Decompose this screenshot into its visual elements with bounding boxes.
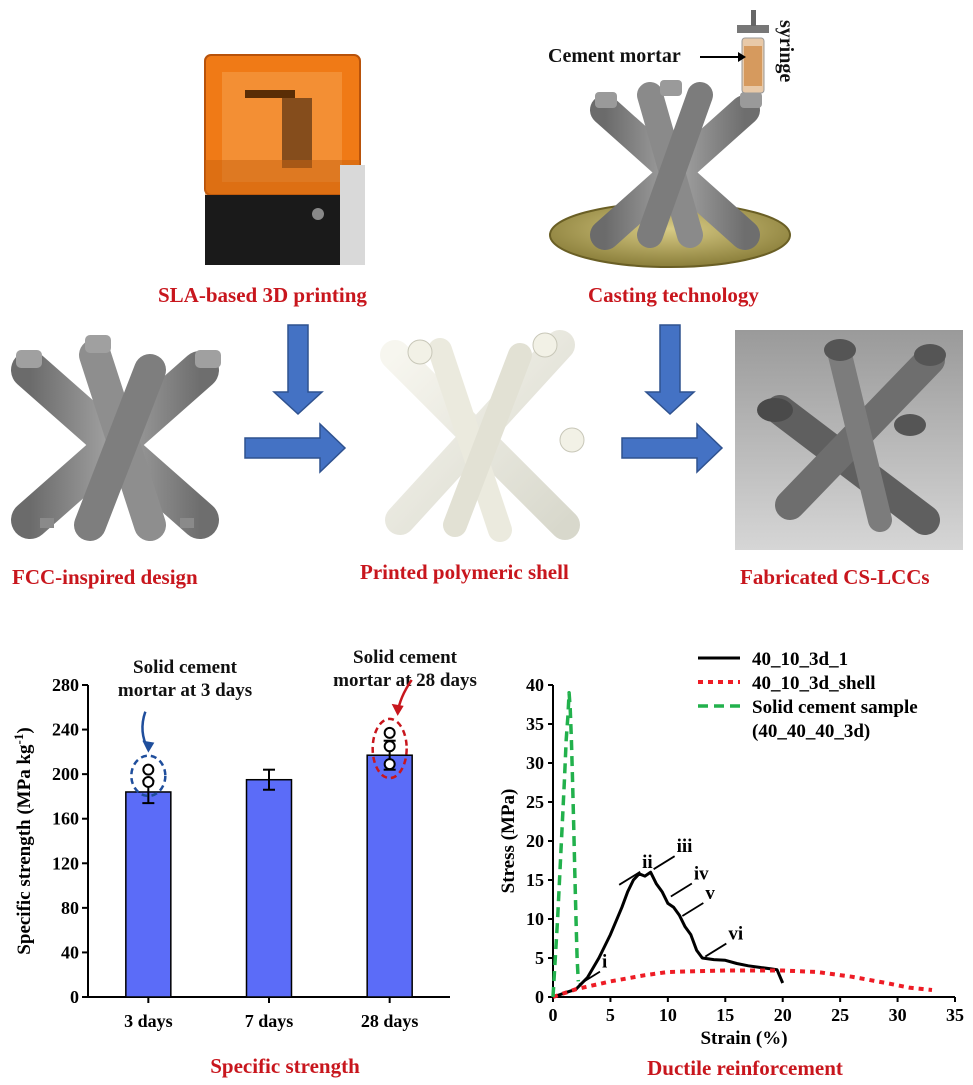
y-tick-label: 30 [526,753,544,773]
callout-3-days-line2: mortar at 3 days [117,680,253,701]
stage-label: ii [642,852,653,873]
legend-label-line: (40_40_40_3d) [752,721,870,742]
bar [245,778,293,998]
fabrication-schematic: Cement mortar syringe [11,10,963,550]
y-tick-label: 120 [52,853,79,873]
caption-fcc-design: FCC-inspired design [12,565,198,589]
x-tick-label: 28 days [361,1011,419,1031]
legend-label-0: 40_10_3d_1 [752,649,848,670]
solid-mortar-point [142,763,155,776]
caption-fabricated: Fabricated CS-LCCs [740,565,930,589]
y-tick-label: 80 [61,898,79,918]
casting-lattice-illustration [549,10,791,268]
x-tick-label: 15 [716,1005,734,1025]
syringe-label: syringe [775,20,797,82]
bar-chart-caption: Specific strength [210,1054,360,1078]
solid-mortar-point [383,758,396,771]
callout-arrowhead [391,703,404,716]
x-tick-label: 3 days [124,1011,173,1031]
x-tick-label: 0 [549,1005,558,1025]
stage-label: iv [694,864,709,885]
callout-28-days-line2: mortar at 28 days [333,670,477,691]
stage-label: v [705,883,715,904]
stage-label: vi [728,924,743,945]
x-tick-label: 7 days [245,1011,294,1031]
x-axis-label: Strain (%) [700,1028,787,1049]
stage-pointer [578,970,601,986]
y-tick-label: 160 [52,809,79,829]
x-tick-label: 20 [774,1005,792,1025]
stage-pointer [618,871,641,886]
x-tick-label: 5 [606,1005,615,1025]
callout-28-days-line1: Solid cement [353,647,457,668]
stage-pointer [653,855,676,870]
callout-arrowhead [142,740,155,753]
series-line-2 [551,691,581,998]
caption-sla-printing: SLA-based 3D printing [158,283,367,307]
stage-label: i [602,952,607,973]
legend-label-line: 40_10_3d_1 [752,649,848,670]
y-tick-label: 25 [526,792,544,812]
y-tick-label: 5 [535,948,544,968]
legend-label-1: 40_10_3d_shell [752,673,876,694]
arrow-right-right [621,422,724,474]
y-tick-label: 280 [52,675,79,695]
cement-mortar-label: Cement mortar [548,45,681,67]
y-tick-label: 35 [526,714,544,734]
stress-strain-chart: 0 5 10 15 20 25 30 35 40 0 5 10 15 20 25 30 35 Strain (%)… [498,649,964,1080]
stage-pointer [704,942,727,958]
legend-label-2: Solid cement sample (40_40_40_3d) [752,697,918,742]
legend-label-line: 40_10_3d_shell [752,673,876,694]
solid-mortar-point [383,740,396,753]
arrow-down-left [272,324,324,416]
solid-mortar-point [142,775,155,788]
x-tick-label: 35 [946,1005,964,1025]
arrow-right-left [244,422,347,474]
x-tick-label: 25 [831,1005,849,1025]
solid-mortar-highlight [371,717,408,780]
stage-pointer [681,902,704,917]
callout-28-days: Solid cement mortar at 28 days [315,646,495,692]
y-axis-label: Specific strength (MPa kg-1) [11,727,36,954]
y-tick-label: 200 [52,764,79,784]
y-axis-label: Stress (MPa) [498,789,519,894]
x-tick-label: 30 [889,1005,907,1025]
y-tick-label: 40 [526,675,544,695]
caption-casting: Casting technology [588,283,759,307]
polymeric-shell-illustration [380,330,585,542]
legend-label-line: Solid cement sample [752,697,918,718]
y-tick-label: 40 [61,942,79,962]
solid-mortar-point [383,726,396,739]
y-tick-label: 10 [526,909,544,929]
series-line-1 [552,968,933,999]
y-tick-label: 0 [535,987,544,1007]
sla-printer-illustration [204,54,365,265]
x-tick-label: 10 [659,1005,677,1025]
arrow-down-right [644,324,696,416]
bar [366,754,413,998]
y-tick-label: 20 [526,831,544,851]
fabricated-cslcc-photo [735,330,963,550]
bar [125,791,172,998]
y-tick-label: 240 [52,720,79,740]
series-line-0 [552,870,785,999]
specific-strength-chart: 0 40 80 120 160 200 240 280 Specific strength (M… [11,675,450,1078]
fcc-design-illustration [11,335,221,541]
process-arrows [244,324,724,474]
callout-3-days: Solid cement mortar at 3 days [95,656,275,702]
y-tick-label: 0 [70,987,79,1007]
y-axis-label-superscript: -1 [11,734,26,745]
stage-pointer [670,882,693,898]
y-tick-label: 15 [526,870,544,890]
callout-3-days-line1: Solid cement [133,657,237,678]
stage-label: iii [677,836,693,857]
caption-printed-shell: Printed polymeric shell [360,560,569,584]
line-chart-caption: Ductile reinforcement [647,1056,843,1080]
